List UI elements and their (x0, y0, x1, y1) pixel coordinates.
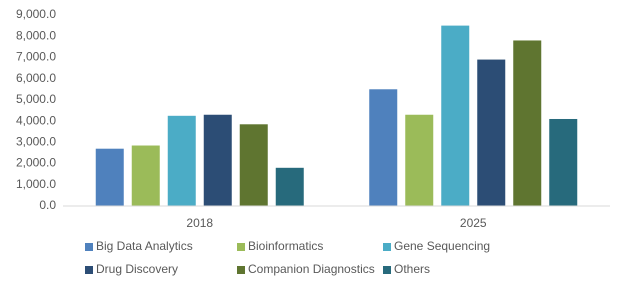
legend-swatch (237, 243, 245, 251)
legend-label: Others (394, 262, 430, 276)
legend-swatch (383, 266, 391, 274)
x-tick-label: 2018 (186, 216, 213, 230)
bar (275, 167, 304, 206)
legend-label: Drug Discovery (96, 262, 178, 276)
legend-swatch (237, 266, 245, 274)
y-tick-label: 1,000.0 (16, 177, 56, 191)
bar (239, 124, 268, 206)
y-tick-label: 9,000.0 (16, 7, 56, 21)
bar (167, 115, 196, 206)
bar (477, 59, 506, 206)
legend-label: Bioinformatics (248, 239, 323, 253)
y-tick-label: 6,000.0 (16, 71, 56, 85)
y-tick-label: 8,000.0 (16, 28, 56, 42)
x-tick-label: 2025 (460, 216, 487, 230)
legend-label: Companion Diagnostics (248, 262, 375, 276)
bar (203, 114, 232, 206)
bar (131, 145, 160, 206)
y-tick-label: 0.0 (39, 198, 56, 212)
legend-swatch (383, 243, 391, 251)
y-tick-label: 3,000.0 (16, 135, 56, 149)
bar (405, 114, 434, 206)
legend-swatch (85, 243, 93, 251)
legend-label: Gene Sequencing (394, 239, 490, 253)
bar (549, 118, 578, 206)
bar (95, 148, 124, 206)
y-tick-label: 2,000.0 (16, 156, 56, 170)
bar (513, 40, 542, 206)
legend-swatch (85, 266, 93, 274)
legend-label: Big Data Analytics (96, 239, 193, 253)
y-tick-label: 5,000.0 (16, 92, 56, 106)
bar (369, 89, 398, 206)
y-tick-label: 4,000.0 (16, 113, 56, 127)
bar (441, 25, 470, 206)
y-tick-label: 7,000.0 (16, 50, 56, 64)
